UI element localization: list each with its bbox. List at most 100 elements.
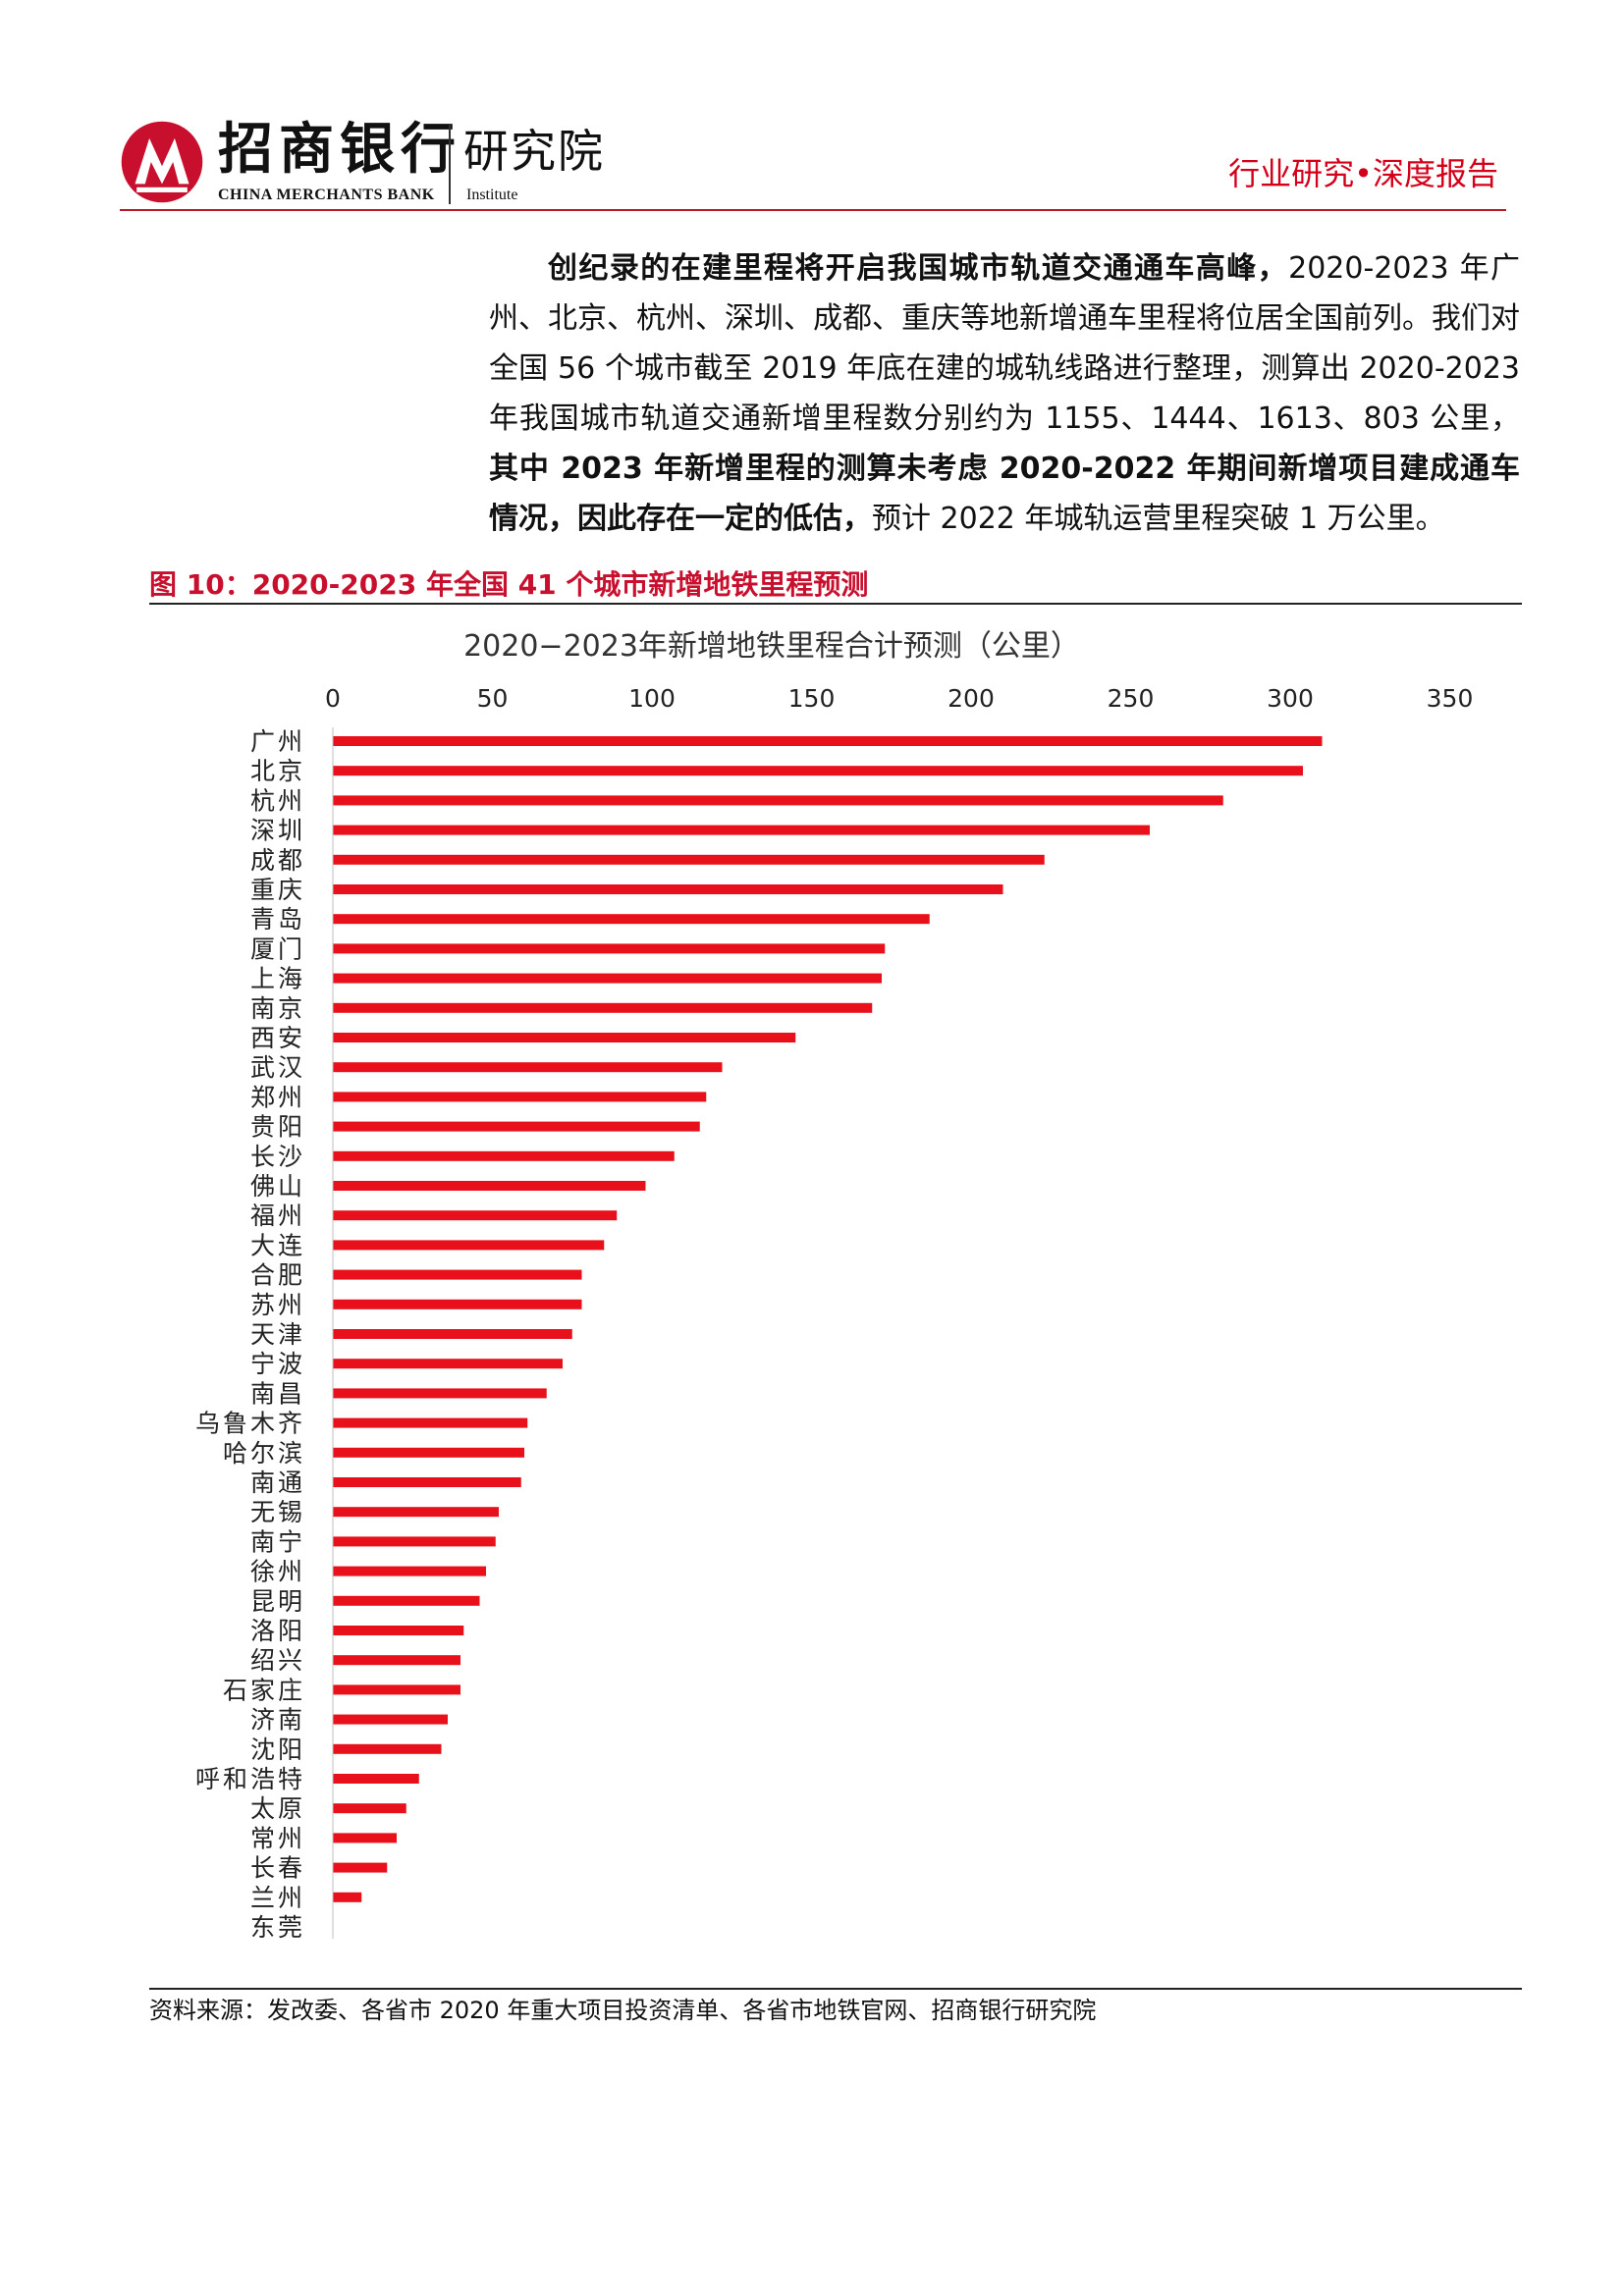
category-label: 成都 xyxy=(250,846,305,875)
brand-name-en: CHINA MERCHANTS BANK xyxy=(218,187,435,204)
category-label: 东莞 xyxy=(250,1913,305,1942)
body-paragraph: 创纪录的在建里程将开启我国城市轨道交通通车高峰，2020-2023 年广州、北京… xyxy=(489,243,1520,544)
category-label: 郑州 xyxy=(250,1083,305,1111)
category-label: 沈阳 xyxy=(250,1735,305,1764)
bar xyxy=(333,1003,872,1013)
bar xyxy=(333,1033,795,1042)
bar xyxy=(333,884,1003,894)
bar xyxy=(333,1715,448,1725)
x-tick-label: 50 xyxy=(477,684,509,713)
x-tick-label: 250 xyxy=(1108,684,1155,713)
brand-divider xyxy=(449,124,451,204)
bar xyxy=(333,1270,582,1280)
x-tick-label: 100 xyxy=(628,684,676,713)
bar xyxy=(333,1300,582,1309)
text-segment-bold-1: 创纪录的在建里程将开启我国城市轨道交通通车高峰， xyxy=(548,251,1288,286)
bar xyxy=(333,1448,524,1458)
bar xyxy=(333,1122,700,1132)
bar xyxy=(333,1596,480,1606)
category-label: 青岛 xyxy=(250,905,305,934)
report-type-label: 行业研究•深度报告 xyxy=(1228,149,1498,194)
category-label: 石家庄 xyxy=(223,1676,305,1704)
bar xyxy=(333,1062,723,1072)
category-label: 天津 xyxy=(250,1320,305,1349)
category-label: 呼和浩特 xyxy=(195,1765,305,1793)
bar xyxy=(333,1626,463,1635)
category-label: 兰州 xyxy=(250,1884,305,1912)
category-label: 宁波 xyxy=(250,1350,305,1378)
bar xyxy=(333,1833,397,1842)
category-label: 合肥 xyxy=(250,1261,305,1290)
x-tick-label: 300 xyxy=(1267,684,1314,713)
x-tick-label: 200 xyxy=(947,684,995,713)
category-label: 深圳 xyxy=(250,817,305,845)
bar xyxy=(333,1210,617,1220)
bar xyxy=(333,1240,604,1250)
x-tick-label: 150 xyxy=(788,684,836,713)
category-label: 长春 xyxy=(250,1854,305,1883)
bar xyxy=(333,1567,486,1576)
category-label: 厦门 xyxy=(250,934,305,963)
category-label: 哈尔滨 xyxy=(223,1439,305,1468)
bar xyxy=(333,1893,361,1902)
category-label: 西安 xyxy=(250,1024,305,1052)
institute-name-en: Institute xyxy=(466,187,517,204)
bar xyxy=(333,1507,499,1517)
bar xyxy=(333,943,885,953)
category-label: 昆明 xyxy=(250,1587,305,1616)
x-tick-label: 350 xyxy=(1427,684,1474,713)
category-label: 绍兴 xyxy=(250,1646,305,1675)
category-label: 长沙 xyxy=(250,1143,305,1171)
bar xyxy=(333,1477,521,1487)
bar xyxy=(333,1744,442,1754)
bar xyxy=(333,1181,646,1191)
category-label: 杭州 xyxy=(250,786,305,815)
category-label: 上海 xyxy=(250,965,305,993)
bar xyxy=(333,1359,563,1368)
figure-bottom-rule xyxy=(149,1988,1522,1990)
x-tick-label: 0 xyxy=(325,684,341,713)
bar xyxy=(333,1388,547,1398)
category-label: 福州 xyxy=(250,1201,305,1230)
bar xyxy=(333,826,1150,835)
bar xyxy=(333,795,1223,805)
category-label: 贵阳 xyxy=(250,1113,305,1142)
category-label: 北京 xyxy=(250,757,305,785)
category-label: 济南 xyxy=(250,1706,305,1735)
category-label: 南宁 xyxy=(250,1527,305,1556)
figure-source: 资料来源：发改委、各省市 2020 年重大项目投资清单、各省市地铁官网、招商银行… xyxy=(149,1991,1096,2025)
bar xyxy=(333,1684,460,1694)
category-label: 佛山 xyxy=(250,1172,305,1201)
bar xyxy=(333,1774,419,1784)
category-label: 南昌 xyxy=(250,1379,305,1408)
bar xyxy=(333,914,930,924)
bar xyxy=(333,1329,572,1339)
chart-title: 2020−2023年新增地铁里程合计预测（公里） xyxy=(463,629,1080,664)
bar xyxy=(333,736,1323,746)
bar xyxy=(333,1418,527,1428)
figure-title: 图 10：2020-2023 年全国 41 个城市新增地铁里程预测 xyxy=(149,563,868,603)
category-label: 常州 xyxy=(250,1824,305,1852)
category-label: 广州 xyxy=(250,727,305,756)
bar xyxy=(333,974,882,984)
category-label: 苏州 xyxy=(250,1291,305,1319)
category-label: 重庆 xyxy=(250,876,305,904)
paragraph-text: 创纪录的在建里程将开启我国城市轨道交通通车高峰，2020-2023 年广州、北京… xyxy=(489,243,1520,544)
figure-top-rule xyxy=(149,603,1522,605)
cmb-logo-icon xyxy=(120,120,204,204)
header-rule xyxy=(120,209,1506,211)
category-label: 洛阳 xyxy=(250,1617,305,1645)
bar xyxy=(333,1092,706,1101)
text-segment-4: 预计 2022 年城轨运营里程突破 1 万公里。 xyxy=(872,502,1445,536)
category-label: 大连 xyxy=(250,1231,305,1259)
bar xyxy=(333,1536,496,1546)
bar xyxy=(333,1655,460,1665)
category-label: 太原 xyxy=(250,1794,305,1823)
bar-chart: 2020−2023年新增地铁里程合计预测（公里） 0 50 100 150 200 250… xyxy=(149,609,1522,1983)
institute-name-cn: 研究院 xyxy=(463,126,605,177)
bar xyxy=(333,1863,387,1873)
brand-name-cn: 招商银行 xyxy=(218,120,461,179)
bar xyxy=(333,1803,406,1813)
bar xyxy=(333,1151,675,1161)
category-label: 乌鲁木齐 xyxy=(195,1410,305,1438)
